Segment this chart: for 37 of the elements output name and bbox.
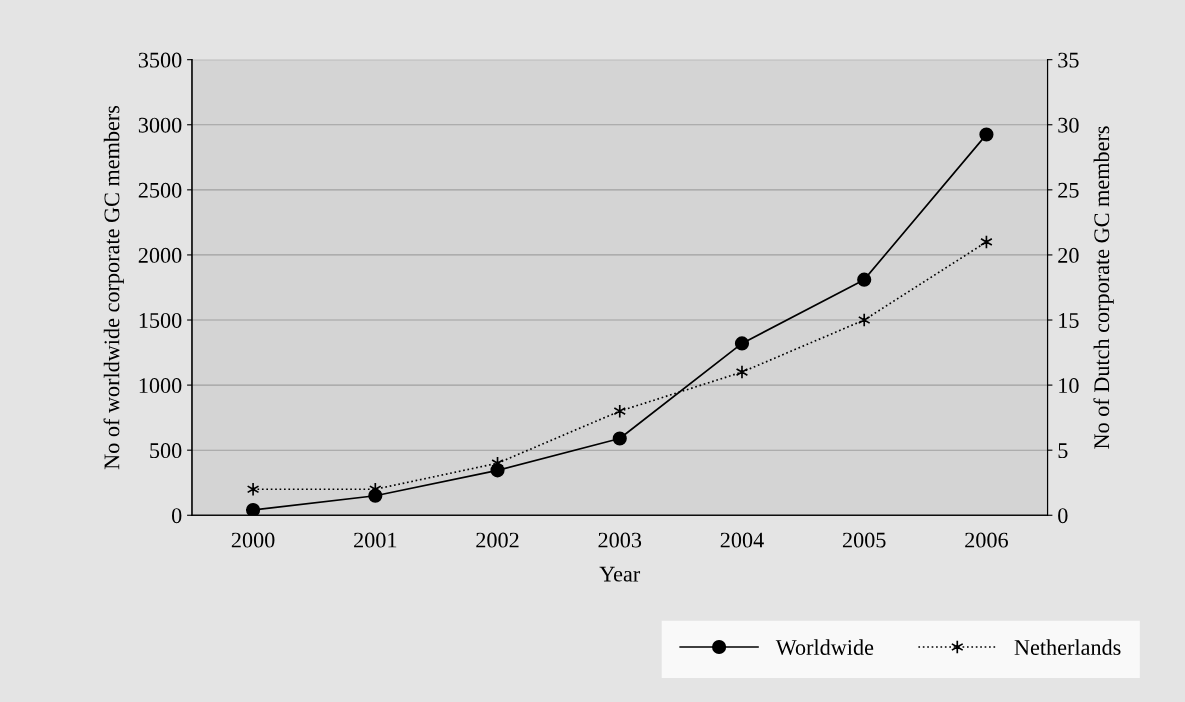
y2-tick-label: 15: [1059, 313, 1079, 328]
y-tick-label: 3500: [138, 52, 182, 68]
x-tick-label: 2006: [965, 532, 1008, 548]
point: [734, 336, 750, 351]
y-tick-label: 2000: [138, 247, 182, 263]
x-axis-title: Year: [599, 566, 641, 582]
legend-label: Netherlands: [1014, 639, 1121, 655]
y-tick-label: 1500: [139, 312, 182, 328]
point: [857, 272, 872, 287]
point: [612, 431, 627, 446]
point: [613, 404, 627, 419]
y-axis-title: No of worldwide corporate GC members: [103, 105, 124, 470]
y-tick-label: 0: [171, 508, 182, 524]
y-tick-label: 1000: [139, 378, 182, 394]
point: [857, 312, 871, 328]
y2-tick-label: 10: [1059, 378, 1079, 394]
y2-tick-label: 35: [1058, 52, 1079, 68]
point: [246, 482, 260, 497]
y2-tick-label: 5: [1058, 443, 1068, 459]
point: [979, 127, 994, 142]
point: [245, 502, 261, 516]
x-tick-label: 2002: [476, 532, 519, 548]
x-tick-label: 2000: [231, 532, 275, 548]
y2-tick-label: 20: [1058, 247, 1079, 263]
y2-tick-label: 0: [1058, 508, 1068, 524]
legend-label: Worldwide: [775, 639, 874, 656]
y-tick-label: 500: [150, 443, 182, 459]
x-tick-label: 2001: [354, 532, 397, 548]
x-tick-label: 2003: [598, 532, 642, 548]
y-tick-label: 3000: [138, 117, 182, 133]
point: [735, 364, 749, 380]
y2-tick-label: 30: [1058, 117, 1079, 133]
y-tick-label: 2500: [138, 182, 182, 198]
x-tick-label: 2004: [720, 532, 764, 548]
y2-tick-label: 25: [1058, 182, 1079, 198]
x-tick-label: 2005: [842, 532, 886, 548]
y2-axis-title: No of Dutch corporate GC members: [1093, 126, 1114, 449]
